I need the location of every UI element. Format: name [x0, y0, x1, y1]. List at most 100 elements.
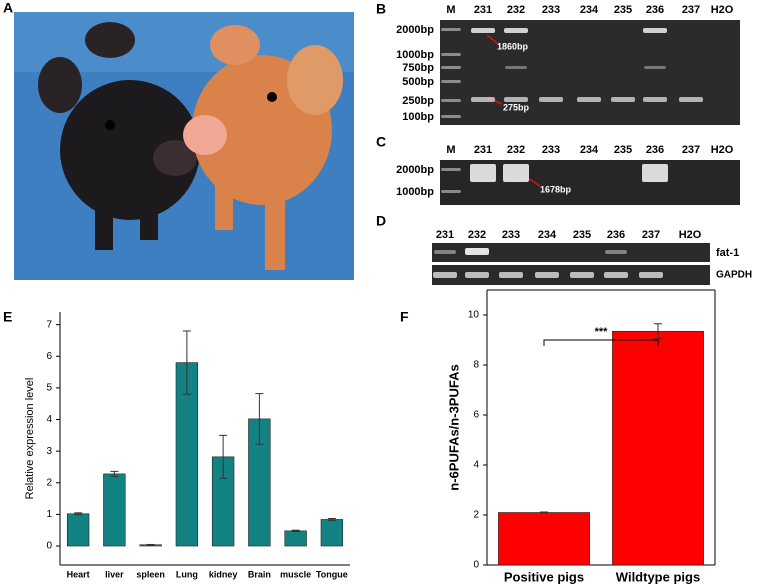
- lane-label: 232: [468, 229, 486, 241]
- panel-letter: A: [3, 0, 13, 16]
- x-tick-label: kidney: [209, 569, 238, 579]
- marker-label: 2000bp: [396, 24, 434, 36]
- gel: [440, 20, 740, 125]
- y-tick-label: 4: [46, 414, 52, 425]
- y-tick-label: 0: [473, 560, 479, 571]
- marker-label: 500bp: [402, 76, 434, 88]
- lane-label: 237: [682, 4, 700, 16]
- y-tick-label: 7: [46, 319, 52, 330]
- lane-label: 231: [474, 4, 492, 16]
- panel-letter: C: [376, 134, 386, 150]
- y-tick-label: 6: [473, 410, 479, 421]
- lane-label: 237: [682, 144, 700, 156]
- lane-label: 233: [542, 144, 560, 156]
- y-tick-label: 10: [468, 310, 480, 321]
- marker-label: 100bp: [402, 111, 434, 123]
- gel-band: [604, 272, 628, 278]
- gel-band: [503, 164, 529, 182]
- gel-band: [679, 97, 703, 102]
- band-size: 275bp: [503, 102, 530, 112]
- lane-label: 236: [646, 4, 664, 16]
- gel-band: [504, 97, 528, 102]
- gel-band: [433, 272, 457, 278]
- panel-letter: B: [376, 1, 386, 17]
- photo: [14, 12, 354, 280]
- lane-label: 235: [573, 229, 591, 241]
- gel-band: [643, 28, 667, 33]
- bar: [103, 473, 126, 547]
- gel-band: [611, 97, 635, 102]
- band-size: 1678bp: [540, 184, 572, 194]
- y-axis-title: n-6PUFAs/n-3PUFAs: [446, 364, 461, 490]
- gel-band: [434, 250, 456, 254]
- lane-label: 236: [646, 144, 664, 156]
- gel-band: [505, 66, 527, 69]
- x-tick-label: Lung: [176, 569, 198, 579]
- gel-band: [441, 115, 461, 118]
- panel-letter: E: [3, 309, 12, 325]
- lane-label: 234: [538, 229, 557, 241]
- gel-band: [470, 164, 496, 182]
- lane-label: 231: [474, 144, 492, 156]
- gel-band: [471, 97, 495, 102]
- row-label: fat-1: [716, 247, 739, 259]
- lane-label: 235: [614, 144, 632, 156]
- x-tick-label: Tongue: [316, 569, 348, 579]
- gel-band: [642, 164, 668, 182]
- marker-label: 250bp: [402, 95, 434, 107]
- lane-label: 232: [507, 4, 525, 16]
- gel-band: [441, 66, 461, 69]
- y-tick-label: 1: [46, 509, 52, 520]
- lane-label: 236: [607, 229, 625, 241]
- gel-band: [539, 97, 563, 102]
- gel-band: [441, 28, 461, 31]
- gel-band: [441, 80, 461, 83]
- x-tick-label: Brain: [248, 569, 271, 579]
- lane-label: 231: [436, 229, 454, 241]
- gel-band: [570, 272, 594, 278]
- y-tick-label: 4: [473, 460, 479, 471]
- y-tick-label: 3: [46, 446, 52, 457]
- lane-label: 233: [542, 4, 560, 16]
- x-tick-label: Positive pigs: [504, 569, 584, 584]
- x-tick-label: spleen: [136, 569, 165, 579]
- y-tick-label: 5: [46, 383, 52, 394]
- y-tick-label: 2: [46, 477, 52, 488]
- marker-label: 1000bp: [396, 186, 434, 198]
- bar: [284, 530, 307, 547]
- lane-label: 234: [580, 144, 599, 156]
- gel-band: [504, 28, 528, 33]
- gel-band: [499, 272, 523, 278]
- gel-band: [465, 272, 489, 278]
- bar: [66, 513, 90, 547]
- band-size: 1860bp: [497, 41, 529, 51]
- y-axis-title: Relative expression level: [24, 378, 36, 500]
- panel-letter: F: [400, 309, 409, 325]
- gel-band: [605, 250, 627, 254]
- marker-label: 750bp: [402, 62, 434, 74]
- lane-label: M: [446, 4, 455, 16]
- gel-band: [639, 272, 663, 278]
- bar: [612, 330, 704, 566]
- lane-label: 235: [614, 4, 632, 16]
- bar: [320, 519, 344, 547]
- lane-label: 234: [580, 4, 599, 16]
- x-tick-label: Wildtype pigs: [616, 569, 700, 584]
- y-tick-label: 6: [46, 351, 52, 362]
- gel-band: [471, 28, 495, 33]
- gel-band: [441, 168, 461, 171]
- gel-band: [535, 272, 559, 278]
- x-tick-label: muscle: [280, 569, 311, 579]
- lane-label: M: [446, 144, 455, 156]
- row-label: GAPDH: [716, 270, 752, 281]
- lane-label: 232: [507, 144, 525, 156]
- panel-letter: D: [376, 213, 386, 229]
- lane-label: 237: [642, 229, 660, 241]
- gel: [432, 243, 710, 262]
- significance-bracket: [543, 339, 659, 346]
- gel-band: [577, 97, 601, 102]
- significance-label: ***: [595, 326, 609, 338]
- gel-band: [441, 99, 461, 102]
- lane-label: H2O: [711, 144, 734, 156]
